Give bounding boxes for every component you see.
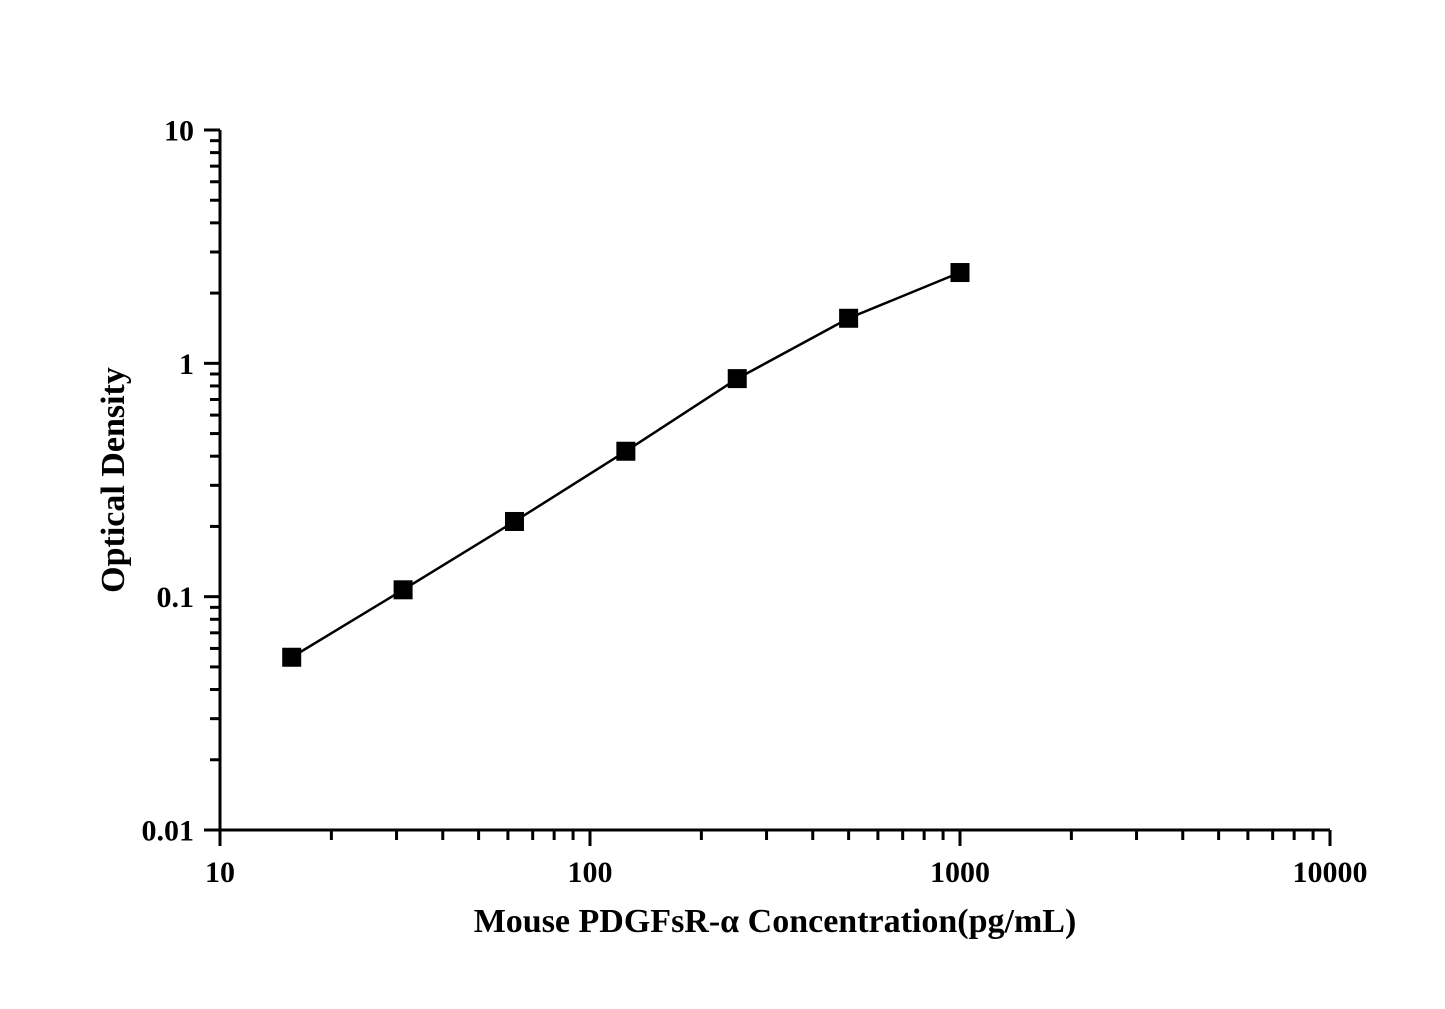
- data-series-line: [292, 273, 960, 658]
- x-tick-label: 1000: [930, 856, 990, 889]
- x-tick-label: 10000: [1293, 856, 1368, 889]
- y-tick-label: 1: [179, 348, 194, 381]
- data-point-marker: [617, 442, 635, 460]
- y-axis-title: Optical Density: [95, 367, 132, 593]
- data-point-marker: [283, 648, 301, 666]
- y-tick-label: 10: [164, 115, 194, 148]
- data-point-marker: [505, 512, 523, 530]
- x-tick-label: 100: [568, 856, 613, 889]
- y-tick-label: 0.01: [142, 815, 195, 848]
- y-tick-label: 0.1: [157, 581, 195, 614]
- x-tick-label: 10: [205, 856, 235, 889]
- data-point-marker: [840, 309, 858, 327]
- data-point-marker: [951, 264, 969, 282]
- x-axis-title: Mouse PDGFsR-α Concentration(pg/mL): [474, 903, 1077, 940]
- data-point-marker: [394, 581, 412, 599]
- standard-curve-chart: 10 100 1000 10000 Mouse PDGFsR-α Concentrati…: [0, 0, 1445, 1009]
- chart-container: 10 100 1000 10000 Mouse PDGFsR-α Concentrati…: [0, 0, 1445, 1009]
- data-point-marker: [728, 370, 746, 388]
